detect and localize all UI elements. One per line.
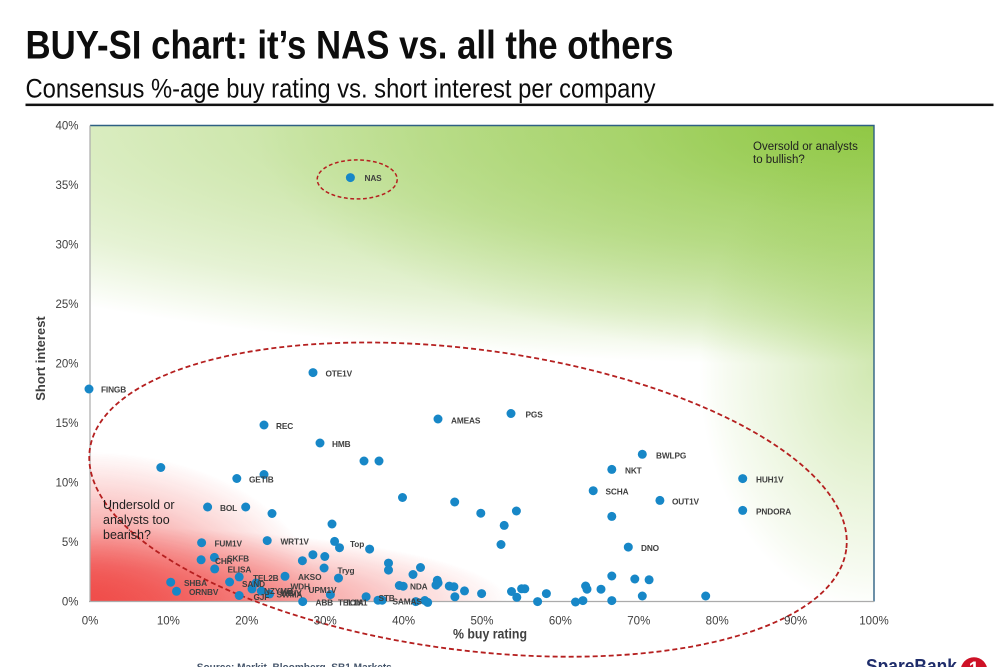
svg-text:0%: 0% (62, 597, 79, 609)
svg-text:TEL1A: TEL1A (338, 598, 364, 608)
svg-text:10%: 10% (55, 478, 78, 490)
svg-text:FINGB: FINGB (101, 385, 126, 395)
svg-text:% buy rating: % buy rating (453, 627, 527, 642)
svg-text:PGS: PGS (526, 410, 544, 420)
svg-text:60%: 60% (549, 616, 572, 628)
svg-text:50%: 50% (470, 616, 493, 628)
svg-text:25%: 25% (55, 299, 78, 311)
svg-text:BUY-SI chart: it’s NAS vs. all: BUY-SI chart: it’s NAS vs. all the other… (26, 24, 674, 68)
svg-text:1: 1 (969, 659, 980, 667)
svg-text:SCHA: SCHA (606, 487, 629, 497)
svg-text:NKT: NKT (625, 466, 642, 476)
svg-text:NAS: NAS (365, 173, 383, 183)
svg-text:PNDORA: PNDORA (756, 507, 791, 517)
svg-text:40%: 40% (392, 616, 415, 628)
svg-text:WRT1V: WRT1V (281, 537, 310, 547)
svg-text:Top: Top (350, 539, 364, 549)
svg-text:15%: 15% (55, 418, 78, 430)
svg-text:ORNBV: ORNBV (189, 587, 219, 597)
svg-text:HUH1V: HUH1V (756, 475, 784, 485)
svg-text:40%: 40% (55, 121, 78, 133)
svg-text:35%: 35% (55, 180, 78, 192)
svg-text:WDH: WDH (291, 582, 311, 592)
svg-text:80%: 80% (706, 616, 729, 628)
svg-text:Oversold or analysts: Oversold or analysts (753, 141, 858, 153)
svg-text:WBIV: WBIV (281, 588, 303, 598)
svg-text:GJF: GJF (254, 592, 270, 602)
svg-text:0%: 0% (82, 616, 99, 628)
svg-text:SWMA: SWMA (277, 589, 303, 599)
svg-text:SpareBank: SpareBank (866, 656, 957, 667)
svg-text:AKSO: AKSO (298, 572, 322, 582)
svg-text:UPM1V: UPM1V (309, 585, 337, 595)
svg-text:20%: 20% (55, 359, 78, 371)
svg-text:bearish?: bearish? (103, 528, 151, 542)
svg-text:30%: 30% (55, 240, 78, 252)
svg-text:STB: STB (379, 593, 395, 603)
svg-text:AMEAS: AMEAS (451, 416, 481, 426)
svg-text:100%: 100% (859, 616, 888, 628)
svg-text:to bullish?: to bullish? (753, 154, 805, 166)
svg-text:analysts too: analysts too (103, 513, 170, 527)
svg-text:TEL2B: TEL2B (253, 573, 279, 583)
svg-text:ELISA: ELISA (228, 565, 252, 575)
svg-text:NZYMB: NZYMB (264, 586, 293, 596)
svg-text:HMB: HMB (332, 439, 351, 449)
svg-text:Undersold or: Undersold or (103, 498, 175, 512)
svg-text:30%: 30% (314, 616, 337, 628)
svg-text:Tryg: Tryg (338, 565, 355, 575)
svg-text:BOL: BOL (220, 503, 237, 513)
svg-text:DNO: DNO (641, 543, 660, 553)
svg-text:FUM1V: FUM1V (215, 539, 243, 549)
svg-text:10%: 10% (157, 616, 180, 628)
svg-text:GETIB: GETIB (249, 475, 274, 485)
svg-text:20%: 20% (235, 616, 258, 628)
svg-text:CHR: CHR (215, 556, 233, 566)
svg-text:SAND: SAND (242, 579, 265, 589)
svg-text:Source: Markit, Bloomberg, SB1: Source: Markit, Bloomberg, SB1 Markets (197, 662, 392, 667)
svg-text:Short interest: Short interest (33, 316, 48, 401)
svg-text:SAMAS: SAMAS (393, 597, 423, 607)
svg-text:5%: 5% (62, 537, 79, 549)
svg-text:NDA: NDA (410, 582, 428, 592)
svg-text:70%: 70% (627, 616, 650, 628)
svg-text:OTE1V: OTE1V (326, 369, 353, 379)
svg-text:90%: 90% (784, 616, 807, 628)
svg-text:BWLPG: BWLPG (656, 451, 686, 461)
svg-text:OUT1V: OUT1V (672, 497, 700, 507)
svg-text:SKFB: SKFB (227, 554, 249, 564)
svg-text:Consensus %-age buy rating vs.: Consensus %-age buy rating vs. short int… (26, 74, 656, 104)
svg-text:SHBA: SHBA (184, 578, 207, 588)
svg-text:TOM1: TOM1 (345, 598, 368, 608)
svg-text:ABB: ABB (316, 598, 334, 608)
svg-text:REC: REC (276, 421, 293, 431)
